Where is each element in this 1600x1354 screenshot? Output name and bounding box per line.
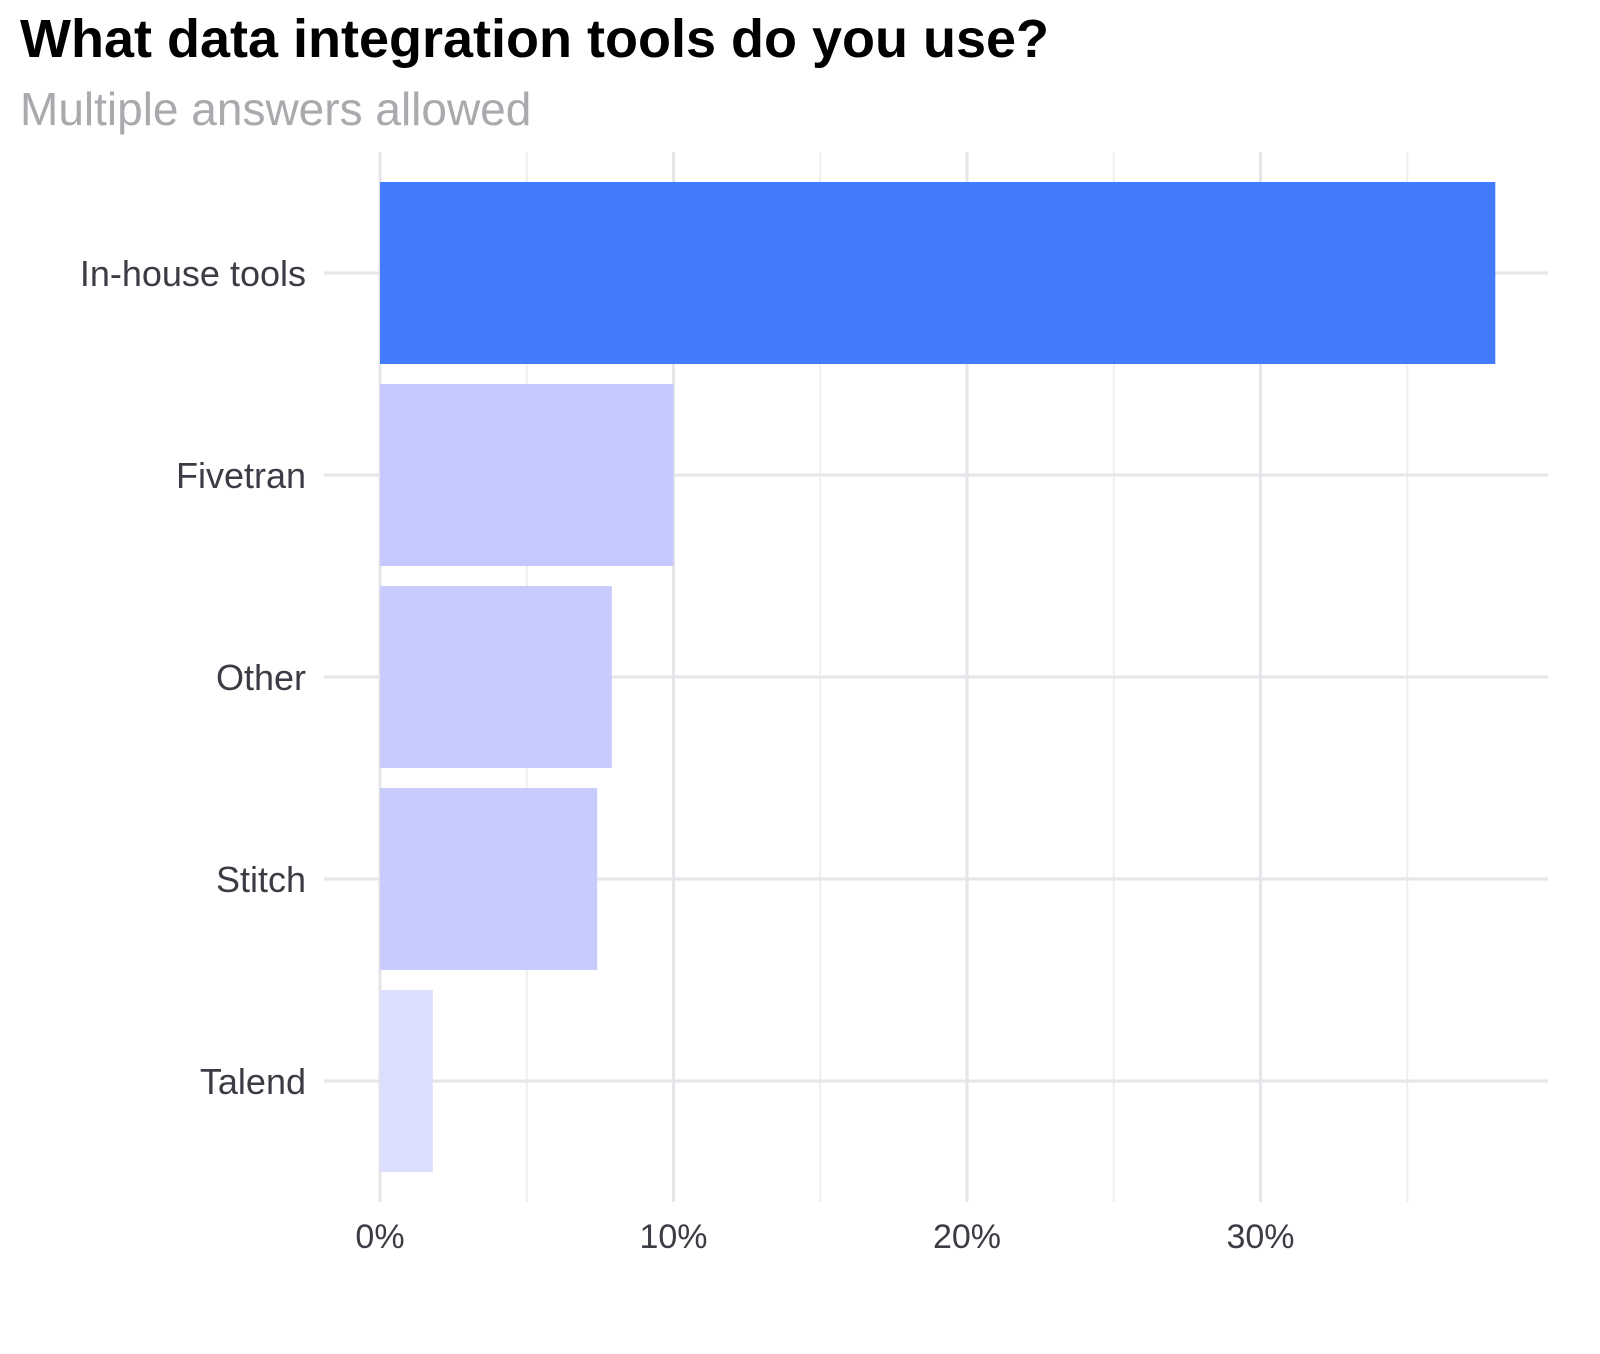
chart-subtitle: Multiple answers allowed [20, 83, 532, 135]
x-axis-tick-labels: 0% 10% 20% 30% [355, 1218, 1294, 1256]
chart-title: What data integration tools do you use? [20, 9, 1050, 69]
category-label: In-house tools [80, 253, 306, 294]
bar-in-house-tools [380, 182, 1496, 364]
x-tick-label: 0% [355, 1218, 404, 1256]
x-tick-label: 30% [1226, 1218, 1294, 1256]
bar-fivetran [380, 384, 674, 566]
category-labels: In-house tools Fivetran Other Stitch Talend [80, 253, 306, 1102]
category-label: Talend [200, 1061, 306, 1102]
bar-talend [380, 990, 433, 1172]
category-label: Fivetran [176, 455, 306, 496]
category-label: Other [216, 657, 306, 698]
x-tick-label: 10% [639, 1218, 707, 1256]
bar-other [380, 586, 612, 768]
x-tick-label: 20% [933, 1218, 1001, 1256]
bar-stitch [380, 788, 598, 970]
category-label: Stitch [216, 859, 306, 900]
bars [380, 182, 1496, 1172]
